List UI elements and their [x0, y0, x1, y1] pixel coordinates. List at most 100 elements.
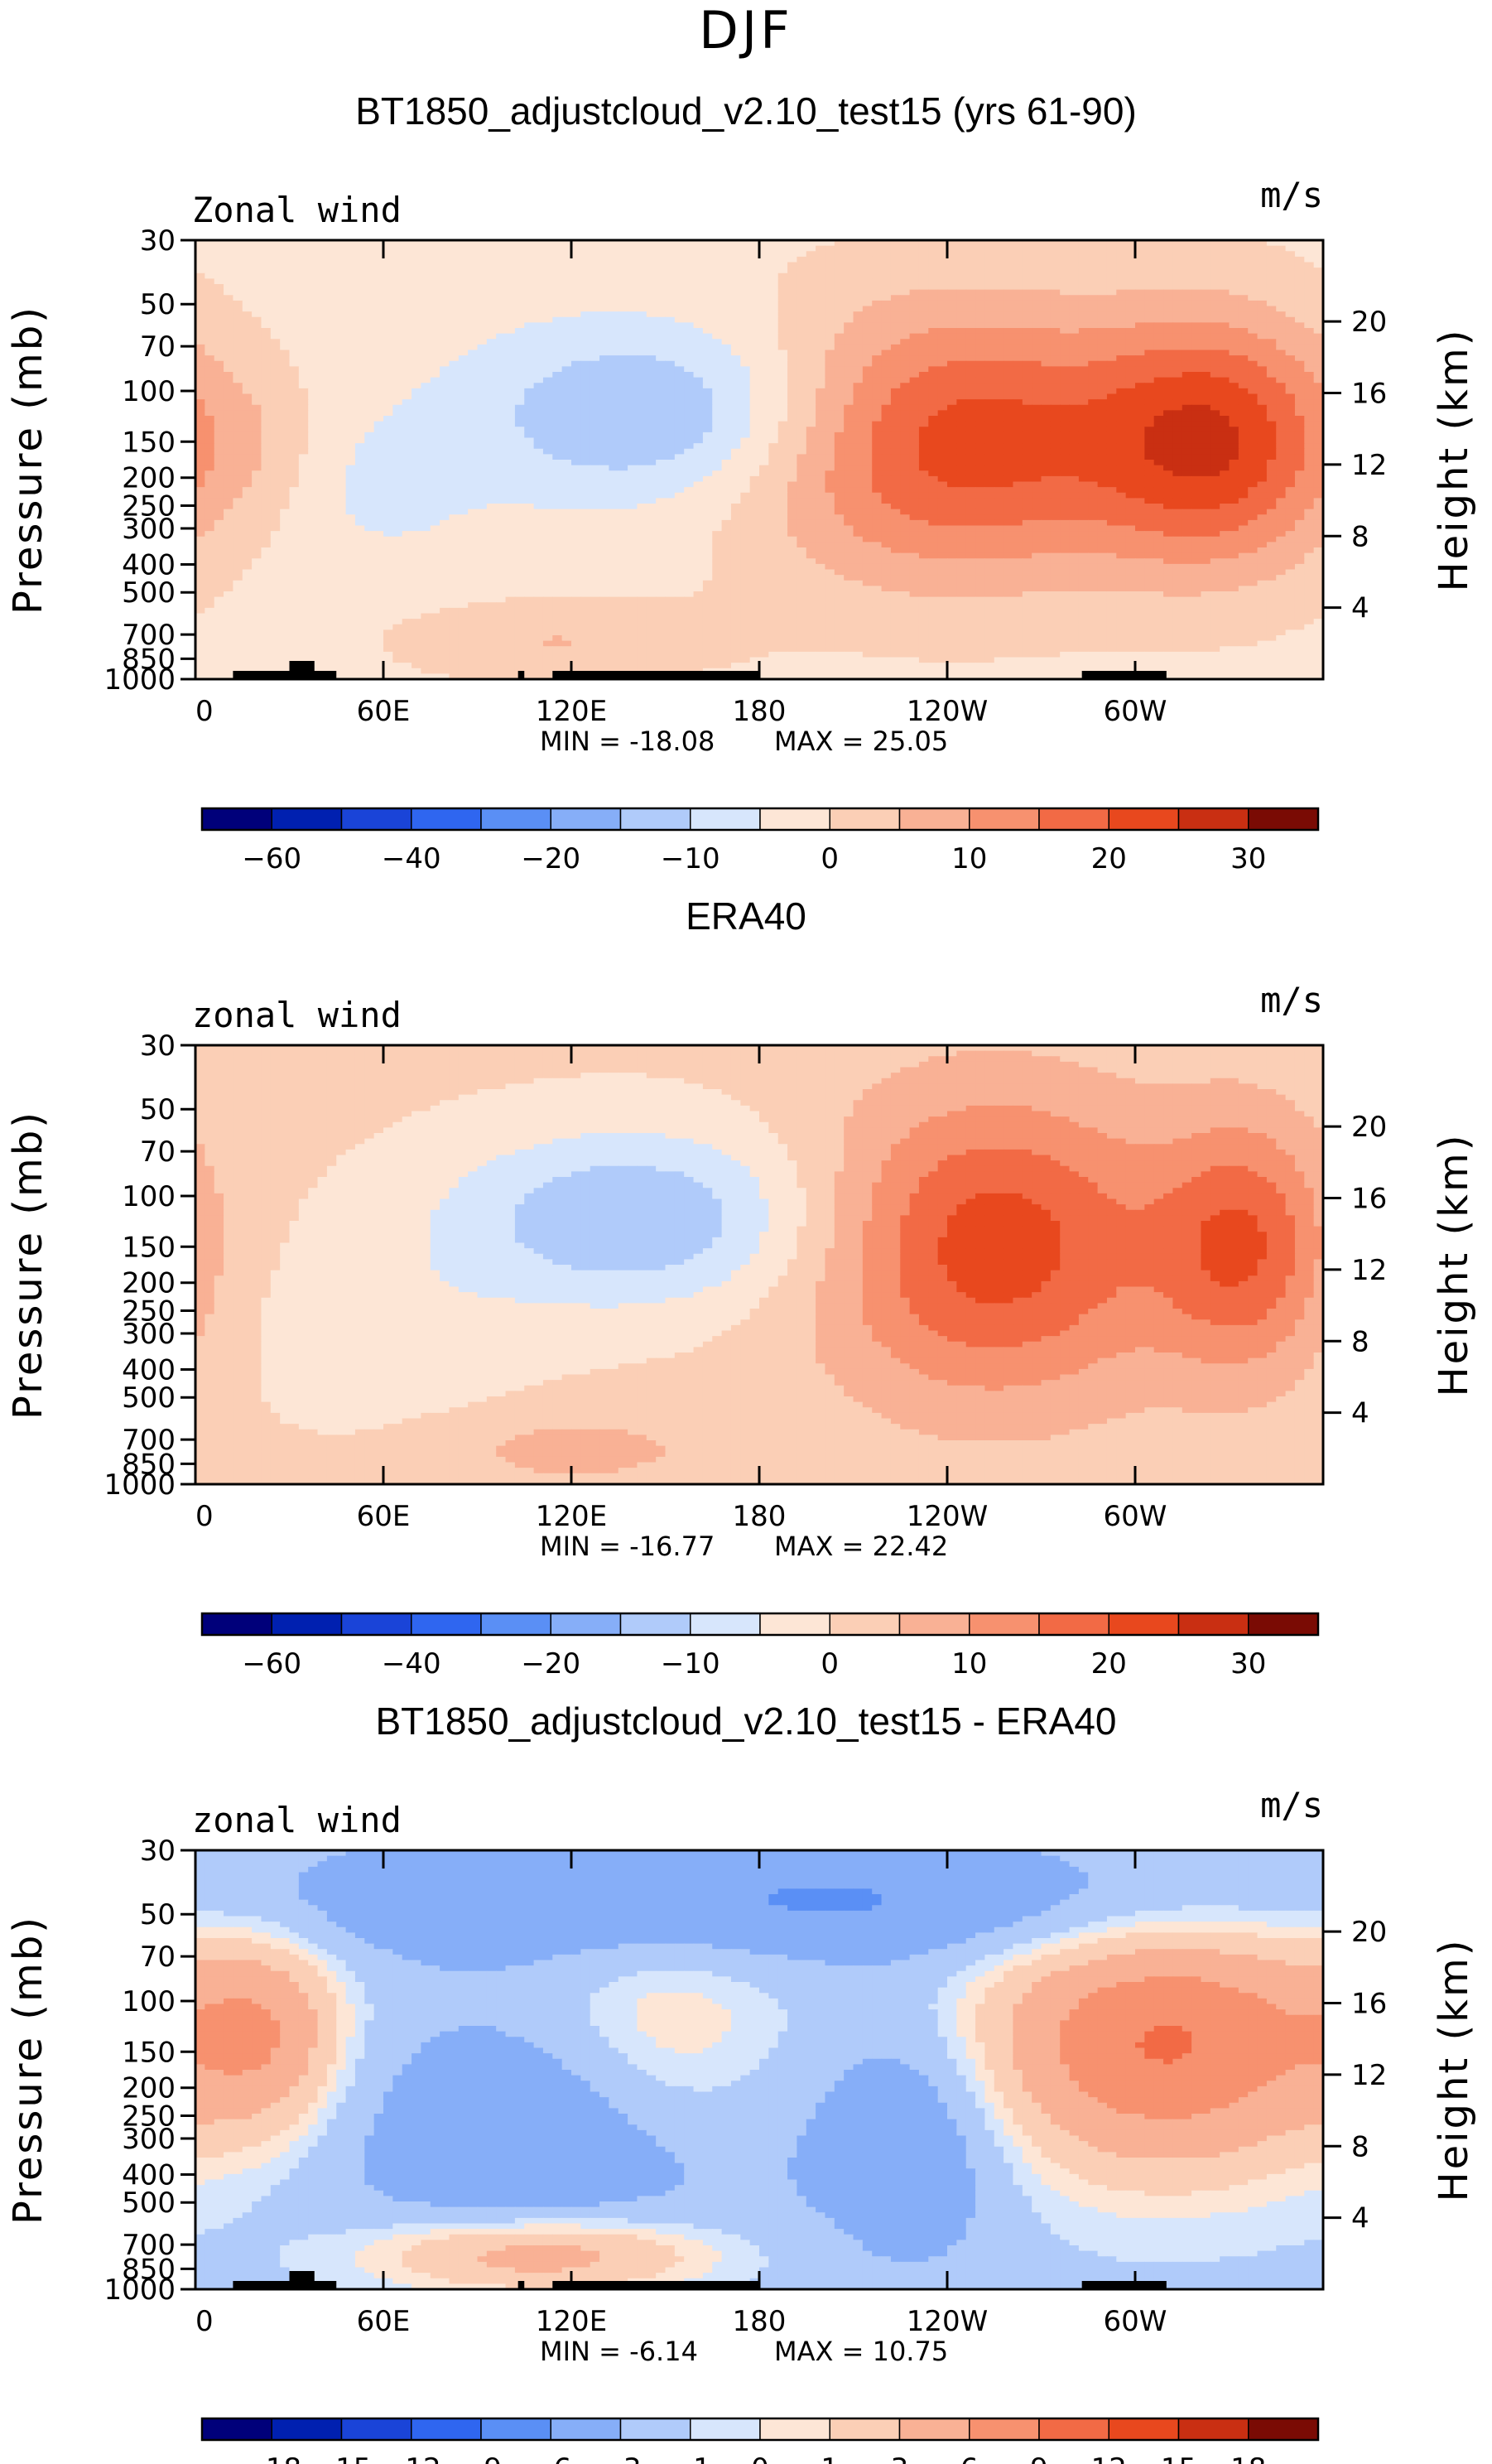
field-cell	[825, 366, 835, 373]
field-cell	[412, 427, 421, 433]
field-cell	[721, 432, 732, 439]
field-cell	[918, 251, 929, 258]
field-cell	[430, 268, 440, 274]
field-cell	[881, 262, 892, 268]
field-cell	[1191, 427, 1202, 433]
field-cell	[1153, 240, 1164, 247]
field-cell	[552, 350, 563, 356]
field-cell	[797, 454, 807, 460]
field-cell	[1013, 278, 1023, 285]
field-cell	[834, 306, 845, 312]
field-cell	[900, 251, 911, 258]
field-cell	[609, 284, 619, 291]
field-cell	[1304, 432, 1315, 439]
field-cell	[336, 306, 347, 312]
field-cell	[646, 300, 657, 307]
field-cell	[1013, 350, 1023, 356]
field-cell	[524, 295, 535, 301]
field-cell	[1266, 344, 1277, 351]
field-cell	[1172, 295, 1183, 301]
field-cell	[205, 328, 215, 335]
field-cell	[637, 360, 647, 367]
field-cell	[195, 404, 205, 411]
field-cell	[1304, 454, 1315, 460]
field-cell	[364, 448, 375, 455]
field-cell	[514, 437, 525, 444]
field-cell	[195, 240, 205, 247]
field-cell	[890, 322, 901, 329]
field-cell	[345, 448, 356, 455]
field-cell	[862, 262, 873, 268]
field-cell	[383, 399, 393, 406]
field-cell	[1022, 355, 1032, 362]
field-cell	[1003, 268, 1014, 274]
field-cell	[684, 427, 695, 433]
field-cell	[1116, 350, 1127, 356]
field-cell	[270, 245, 281, 252]
field-cell	[965, 437, 976, 444]
field-cell	[1088, 399, 1099, 406]
field-cell	[496, 377, 507, 383]
field-cell	[336, 372, 347, 379]
field-cell	[646, 432, 657, 439]
field-cell	[214, 421, 224, 427]
field-cell	[533, 295, 544, 301]
field-cell	[1116, 421, 1127, 427]
field-cell	[261, 339, 272, 345]
field-cell	[280, 268, 291, 274]
field-cell	[468, 328, 479, 335]
field-cell	[412, 256, 421, 263]
field-cell	[618, 366, 628, 373]
field-cell	[834, 399, 845, 406]
field-cell	[965, 448, 976, 455]
field-cell	[1060, 416, 1071, 422]
field-cell	[308, 355, 319, 362]
field-cell	[590, 404, 600, 411]
field-cell	[947, 333, 957, 340]
field-cell	[628, 339, 638, 345]
field-cell	[345, 350, 356, 356]
field-cell	[965, 404, 976, 411]
field-cell	[890, 316, 901, 323]
field-cell	[1135, 245, 1145, 252]
field-cell	[524, 421, 535, 427]
field-cell	[918, 454, 929, 460]
field-cell	[994, 372, 1004, 379]
field-cell	[900, 339, 911, 345]
field-cell	[637, 339, 647, 345]
field-cell	[468, 300, 479, 307]
field-cell	[1257, 454, 1268, 460]
field-cell	[618, 460, 628, 466]
field-cell	[684, 300, 695, 307]
field-cell	[1238, 437, 1249, 444]
field-cell	[1276, 421, 1287, 427]
field-cell	[1097, 443, 1108, 450]
field-cell	[308, 399, 319, 406]
field-cell	[1266, 262, 1277, 268]
field-cell	[637, 278, 647, 285]
field-cell	[1229, 350, 1239, 356]
field-cell	[787, 339, 797, 345]
field-cell	[900, 454, 911, 460]
field-cell	[890, 268, 901, 274]
field-cell	[1201, 432, 1211, 439]
field-cell	[561, 316, 572, 323]
field-cell	[533, 256, 544, 263]
field-cell	[421, 251, 431, 258]
field-cell	[918, 427, 929, 433]
field-cell	[1050, 284, 1061, 291]
field-cell	[816, 404, 826, 411]
field-cell	[947, 404, 957, 411]
field-cell	[552, 306, 563, 312]
field-cell	[233, 245, 243, 252]
field-cell	[317, 289, 328, 296]
field-cell	[702, 311, 713, 318]
field-cell	[289, 454, 300, 460]
field-cell	[1106, 316, 1117, 323]
field-cell	[449, 443, 460, 450]
field-cell	[909, 404, 920, 411]
field-cell	[195, 421, 205, 427]
field-cell	[1163, 262, 1173, 268]
field-cell	[561, 328, 572, 335]
field-cell	[787, 350, 797, 356]
